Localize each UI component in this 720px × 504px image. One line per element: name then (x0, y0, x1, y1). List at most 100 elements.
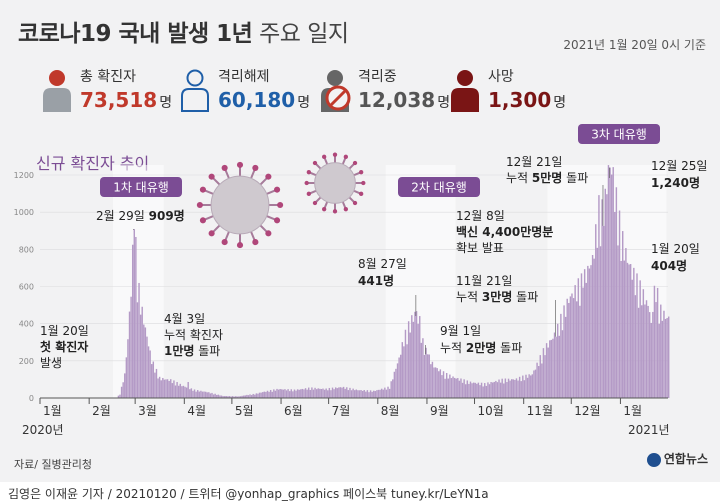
stat-value-wrap: 1,300 명 (488, 88, 566, 112)
daily-case-bar (412, 321, 415, 398)
daily-case-bar (490, 382, 492, 398)
daily-case-bar (533, 370, 535, 398)
daily-case-bar (528, 374, 530, 398)
daily-case-bar (131, 244, 134, 398)
daily-case-bar (212, 394, 215, 398)
daily-case-bar (382, 389, 384, 398)
virus-spike-tip (306, 191, 311, 196)
daily-case-bar (472, 382, 475, 398)
annotation-text: 8월 27일 (358, 257, 407, 271)
daily-case-bar (569, 296, 572, 398)
annotation-text: 1,240명 (651, 176, 700, 190)
stat-label: 격리해제 (218, 69, 270, 85)
daily-case-bar (239, 396, 242, 398)
daily-case-bar (211, 392, 213, 398)
wave-label-bg (100, 177, 182, 197)
daily-case-bar (182, 385, 185, 398)
virus-spike-tip (322, 154, 327, 159)
daily-case-bar (147, 346, 150, 398)
daily-case-bar (642, 289, 645, 398)
annotation-text: 누적 확진자 (164, 328, 223, 342)
virus-spike-tip (359, 170, 364, 175)
daily-case-bar (387, 386, 389, 398)
annotation-text: 확보 발표 (456, 241, 504, 255)
y-tick-label: 1000 (14, 208, 34, 217)
daily-case-bar (241, 395, 243, 398)
daily-case-bar (328, 387, 331, 398)
daily-case-bar (360, 390, 362, 398)
daily-case-bar (599, 246, 602, 398)
reference-date: 2021년 1월 20일 0시 기준 (563, 38, 706, 52)
daily-case-bar (265, 391, 267, 398)
daily-case-bar (636, 273, 638, 398)
virus-spike-tip (274, 217, 281, 224)
daily-case-bar (133, 229, 135, 398)
daily-case-bar (252, 393, 254, 398)
x-month-label: 4월 (187, 404, 206, 418)
daily-case-bar (388, 388, 391, 398)
daily-case-bar (625, 248, 627, 398)
daily-case-bar (179, 383, 181, 398)
daily-case-bar (523, 380, 526, 398)
daily-case-bar (274, 390, 277, 398)
daily-case-bar (357, 390, 359, 398)
daily-case-bar (227, 396, 229, 398)
daily-case-bar (433, 367, 435, 398)
daily-case-bar (314, 387, 316, 398)
annotation-text: 누적 5만명 돌파 (506, 170, 588, 185)
daily-case-bar (143, 324, 145, 398)
daily-case-bar (136, 302, 139, 398)
daily-case-bar (276, 388, 278, 398)
stat-value: 12,038 (358, 88, 436, 112)
daily-case-bar (544, 355, 546, 398)
daily-case-bar (225, 396, 227, 398)
x-month-label: 1월 (43, 404, 62, 418)
daily-case-bar (601, 199, 603, 398)
daily-case-bar (366, 390, 369, 398)
daily-case-bar (420, 342, 423, 398)
x-month-label: 3월 (138, 404, 157, 418)
virus-spike-tip (221, 239, 228, 246)
daily-case-bar (590, 265, 592, 398)
daily-case-bar (349, 387, 351, 398)
person-outline-blue-icon (181, 69, 209, 112)
daily-case-bar (552, 338, 554, 398)
daily-case-bar (583, 269, 586, 398)
daily-case-bar (304, 388, 307, 398)
daily-case-bar (149, 350, 151, 398)
daily-case-bar (306, 389, 308, 398)
daily-case-bar (522, 375, 524, 398)
daily-case-bar (655, 302, 657, 398)
daily-case-bar (560, 313, 562, 398)
daily-case-bar (495, 380, 497, 398)
daily-case-bar (204, 391, 207, 398)
y-tick-label: 600 (19, 283, 34, 292)
daily-case-bar (257, 393, 259, 398)
virus-spike-tip (343, 207, 348, 212)
daily-case-bar (604, 188, 606, 398)
daily-case-bar (598, 195, 600, 398)
daily-case-bar (484, 383, 486, 398)
logo-mark-icon (646, 452, 661, 467)
x-year-label: 2020년 (22, 423, 64, 437)
daily-case-bar (614, 211, 616, 398)
virus-spike-tip (199, 217, 206, 224)
daily-case-bar (542, 348, 545, 398)
daily-case-bar (157, 378, 159, 398)
daily-case-bar (171, 383, 174, 398)
daily-case-bar (262, 392, 264, 398)
daily-case-bar (407, 321, 410, 398)
daily-case-bar (537, 366, 540, 398)
daily-case-bar (609, 167, 611, 398)
daily-case-bar (344, 388, 346, 398)
virus-spike-tip (236, 242, 244, 249)
daily-case-bar (577, 278, 580, 398)
annotation-text: 12월 25일 (651, 159, 707, 173)
virus-body (314, 162, 356, 204)
daily-case-bar (296, 389, 299, 398)
daily-case-bar (633, 267, 635, 398)
daily-case-bar (300, 389, 302, 398)
daily-case-bar (282, 389, 285, 398)
daily-case-bar (263, 391, 266, 398)
daily-case-bar (220, 395, 223, 398)
